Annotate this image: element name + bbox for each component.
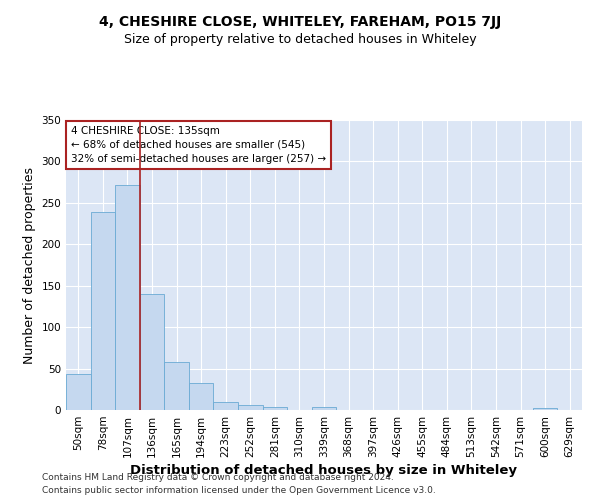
Y-axis label: Number of detached properties: Number of detached properties <box>23 166 36 364</box>
Bar <box>312 406 336 410</box>
Bar <box>91 212 115 410</box>
Text: Size of property relative to detached houses in Whiteley: Size of property relative to detached ho… <box>124 32 476 46</box>
Bar <box>164 362 189 410</box>
Text: 4 CHESHIRE CLOSE: 135sqm
← 68% of detached houses are smaller (545)
32% of semi-: 4 CHESHIRE CLOSE: 135sqm ← 68% of detach… <box>71 126 326 164</box>
Bar <box>66 374 91 410</box>
Bar <box>263 406 287 410</box>
X-axis label: Distribution of detached houses by size in Whiteley: Distribution of detached houses by size … <box>131 464 517 477</box>
Text: Contains HM Land Registry data © Crown copyright and database right 2024.: Contains HM Land Registry data © Crown c… <box>42 474 394 482</box>
Bar <box>533 408 557 410</box>
Text: 4, CHESHIRE CLOSE, WHITELEY, FAREHAM, PO15 7JJ: 4, CHESHIRE CLOSE, WHITELEY, FAREHAM, PO… <box>99 15 501 29</box>
Bar <box>189 382 214 410</box>
Text: Contains public sector information licensed under the Open Government Licence v3: Contains public sector information licen… <box>42 486 436 495</box>
Bar <box>115 186 140 410</box>
Bar <box>238 405 263 410</box>
Bar <box>140 294 164 410</box>
Bar <box>214 402 238 410</box>
